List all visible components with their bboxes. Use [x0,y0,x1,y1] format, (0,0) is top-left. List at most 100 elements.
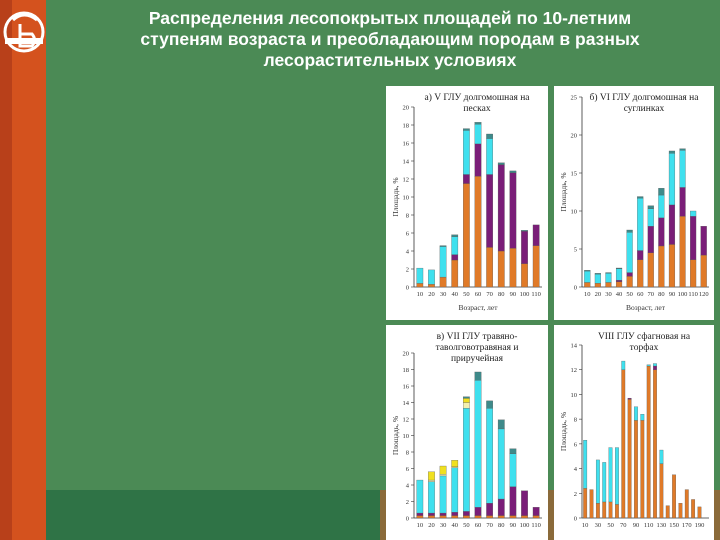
bar-segment [497,164,505,252]
bar-segment [474,122,482,125]
x-tick-label: 190 [695,522,705,529]
bar-segment [451,512,459,516]
x-tick-label: 30 [595,522,602,529]
bar-segment [602,501,607,519]
bar-segment [626,232,633,273]
bar-segment [474,507,482,516]
bar-segment [416,515,424,519]
bar-segment [615,268,623,281]
x-tick-label: 70 [648,291,655,298]
bar-segment [658,217,665,247]
y-tick-label: 0 [574,516,577,523]
bar-segment [697,506,702,519]
y-axis-label: Площадь, % [559,172,568,211]
bar-segment [439,474,447,477]
bar-segment [700,254,707,288]
bar-segment [594,273,601,275]
bar-segment [653,369,657,519]
x-tick-label: 120 [699,291,709,298]
y-tick-label: 6 [406,466,410,473]
y-axis-label: Площадь, % [559,412,568,451]
bar-segment [497,515,505,519]
y-tick-label: 10 [403,433,410,440]
x-tick-label: 130 [657,522,667,529]
bar-segment [428,284,435,288]
bar-segment [521,515,528,519]
bar-segment [486,502,493,516]
chart-title-line: приручейная [451,353,504,364]
bar-segment [463,511,470,516]
bar-segment [665,505,670,519]
bar-segment [626,276,633,288]
x-tick-label: 100 [678,291,688,298]
y-tick-label: 6 [406,231,410,238]
bar-segment [463,128,470,131]
y-tick-label: 0 [574,285,577,292]
bar-segment [451,467,459,513]
x-tick-label: 40 [451,291,458,298]
bar-segment [608,447,613,503]
x-tick-label: 10 [584,291,591,298]
x-tick-label: 50 [607,522,614,529]
bar-segment [521,263,528,288]
bar-segment [640,420,645,519]
bar-segment [615,281,623,288]
bar-segment [532,515,540,519]
x-tick-label: 100 [520,522,530,529]
bar-segment [474,143,482,177]
bar-segment [647,208,654,227]
bar-segment [451,515,459,519]
y-tick-label: 12 [571,367,578,374]
x-tick-label: 20 [428,291,435,298]
bar-segment [486,408,493,504]
bar-segment [634,420,638,519]
bar-segment [658,194,665,218]
bar-segment [497,428,505,500]
bar-segment [679,216,686,288]
bar-segment [615,504,619,519]
chart-background [554,325,714,540]
bar-segment [679,150,686,188]
bar-segment [678,503,683,519]
x-tick-label: 30 [605,291,612,298]
x-axis-label: Возраст, лет [626,303,666,312]
bar-segment [605,273,612,283]
bar-segment [615,267,623,269]
x-tick-label: 110 [644,522,654,529]
x-tick-label: 10 [417,522,424,529]
bar-segment [439,515,447,519]
bar-segment [509,515,517,519]
bar-segment [439,465,447,475]
bar-segment [668,153,676,206]
chart-title-line: торфах [630,342,659,353]
x-tick-label: 80 [658,291,665,298]
bar-segment [509,170,517,173]
bar-segment [700,226,707,256]
bar-segment [463,408,470,512]
bar-segment [428,479,435,482]
x-tick-label: 90 [633,522,640,529]
y-tick-label: 2 [406,499,409,506]
title-line-1: Распределения лесопокрытых площадей по 1… [148,8,632,28]
bar-segment [595,459,600,504]
bar-segment [428,481,435,514]
y-axis-label: Площадь, % [391,177,400,216]
bar-segment [602,462,607,503]
bar-segment [416,479,424,514]
bar-segment [589,489,594,519]
y-tick-label: 8 [574,417,577,424]
x-tick-label: 50 [463,522,470,529]
x-tick-label: 40 [451,522,458,529]
y-tick-label: 12 [403,177,410,184]
logo [3,11,45,53]
bar-segment [583,488,588,519]
bar-segment [509,172,517,249]
bar-segment [428,515,435,519]
x-tick-label: 40 [616,291,623,298]
x-tick-label: 20 [595,291,602,298]
bar-segment [637,250,644,260]
y-tick-label: 4 [406,483,410,490]
